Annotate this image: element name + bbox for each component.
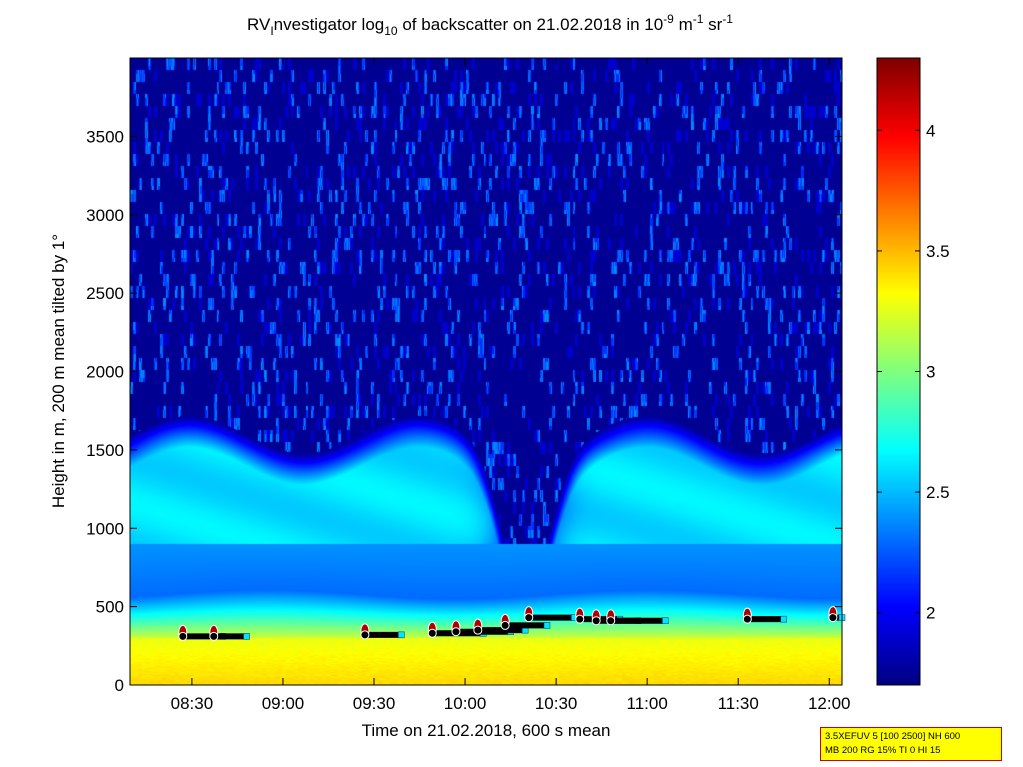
cloud-base-start-dot [209, 631, 219, 641]
y-tick-label: 3000 [86, 206, 124, 225]
heatmap-canvas-holder [130, 58, 842, 685]
cloud-base-start-dot [575, 614, 585, 624]
cloud-base-marker [473, 618, 529, 635]
x-tick-label: 09:00 [262, 694, 305, 713]
cloud-base-marker [209, 624, 250, 641]
title-part2: nvestigator log [274, 15, 385, 34]
title-prefix: RV [247, 15, 271, 34]
cloud-base-marker [828, 606, 846, 623]
y-axis-label: Height in m, 200 m mean tilted by 1° [49, 234, 68, 508]
cloud-base-marker [524, 606, 578, 623]
cloud-base-end-square [398, 631, 405, 639]
cloud-base-start-dot [360, 630, 370, 640]
y-axis: 0 500 1000 1500 2000 2500 3000 3500 [86, 127, 842, 695]
colorbar-ticks: 2 2.5 3 3.5 4 [877, 121, 950, 623]
x-tick-label: 08:30 [171, 694, 214, 713]
info-line-1: 3.5XEFUV 5 [100 2500] NH 600 [825, 731, 961, 742]
cloud-base-marker [500, 613, 551, 630]
title-prefix-sub: I [270, 24, 273, 38]
cloud-base-marker [606, 609, 669, 626]
cloud-base-start-dot [524, 613, 534, 623]
y-tick-label: 0 [115, 676, 124, 695]
cloud-base-start-dot [606, 616, 616, 626]
cloud-base-end-square [780, 615, 787, 623]
cloud-base-start-dot [500, 620, 510, 630]
colorbar-canvas-holder [877, 58, 920, 685]
title-exp1: -9 [663, 12, 674, 26]
cloud-base-start-dot [742, 614, 752, 624]
info-line-2: MB 200 RG 15% TI 0 HI 15 [825, 745, 941, 756]
x-tick-label: 10:30 [535, 694, 578, 713]
y-tick-label: 2500 [86, 284, 124, 303]
y-tick-label: 500 [96, 598, 124, 617]
title-part4: m [674, 15, 693, 34]
colorbar-tick-label: 3.5 [926, 242, 950, 261]
settings-info-box: 3.5XEFUV 5 [100 2500] NH 600 MB 200 RG 1… [820, 727, 1002, 761]
plot-area [129, 57, 846, 686]
y-tick-label: 2000 [86, 363, 124, 382]
title-exp3: -1 [722, 12, 733, 26]
chart-title: RVInvestigator log10 of backscatter on 2… [247, 12, 733, 38]
colorbar-tick-label: 3 [926, 363, 935, 382]
y-tick-label: 1000 [86, 519, 124, 538]
title-exp2: -1 [693, 12, 704, 26]
cloud-base-marker [360, 623, 405, 640]
colorbar-gradient [877, 58, 920, 685]
colorbar-tick-label: 4 [926, 121, 935, 140]
x-tick-label: 11:30 [718, 694, 759, 713]
y-tick-label: 3500 [86, 127, 124, 146]
y-tick-label: 1500 [86, 441, 124, 460]
cloud-base-start-dot [178, 631, 188, 641]
cloud-base-end-square [662, 617, 669, 624]
colorbar-tick-label: 2 [926, 604, 935, 623]
cloud-base-start-dot [828, 613, 838, 623]
cloud-base-end-square [243, 633, 250, 640]
cloud-base-start-dot [427, 628, 437, 638]
backscatter-heatmap [130, 58, 842, 685]
title-part3: of backscatter on 21.02.2018 in 10 [398, 15, 664, 34]
x-tick-label: 12:00 [808, 694, 851, 713]
x-tick-label: 11:00 [627, 694, 668, 713]
cloud-base-start-dot [473, 625, 483, 635]
cloud-base-start-dot [591, 616, 601, 626]
cloud-base-markers [178, 606, 846, 641]
x-axis-label: Time on 21.02.2018, 600 s mean [362, 721, 611, 740]
cloud-base-marker [742, 607, 787, 624]
cloud-base-start-dot [451, 627, 461, 637]
title-part2-sub: 10 [384, 24, 398, 38]
title-part5: sr [703, 15, 722, 34]
colorbar: 2 2.5 3 3.5 4 [876, 57, 950, 686]
cloud-base-end-square [543, 622, 551, 629]
x-tick-label: 09:30 [353, 694, 396, 713]
x-axis: 08:30 09:00 09:30 10:00 10:30 11:00 11:30 12:00 [171, 58, 851, 713]
colorbar-tick-label: 2.5 [926, 483, 950, 502]
x-tick-label: 10:00 [444, 694, 487, 713]
